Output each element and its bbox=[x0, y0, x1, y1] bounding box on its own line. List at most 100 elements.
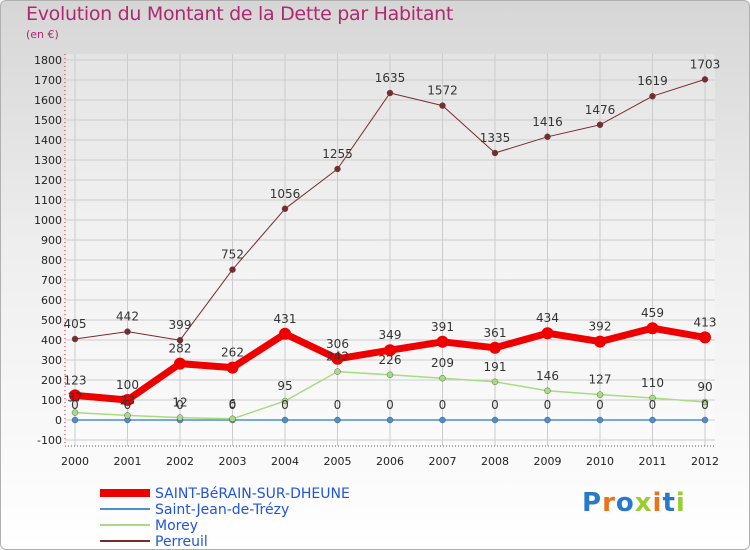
data-label: 399 bbox=[169, 318, 192, 332]
data-point bbox=[229, 266, 236, 273]
y-tick-label: 1100 bbox=[34, 194, 62, 207]
x-tick-label: 2006 bbox=[376, 455, 404, 468]
y-tick-label: 1300 bbox=[34, 154, 62, 167]
data-label: 0 bbox=[124, 398, 132, 412]
data-label: 392 bbox=[589, 320, 612, 334]
data-point bbox=[281, 397, 289, 405]
data-point bbox=[594, 335, 606, 348]
data-label: 0 bbox=[176, 398, 184, 412]
data-point bbox=[439, 375, 446, 382]
data-label: 90 bbox=[697, 380, 712, 394]
data-label: 1255 bbox=[322, 147, 353, 161]
x-tick-label: 2003 bbox=[219, 455, 247, 468]
data-point bbox=[544, 133, 551, 141]
data-label: 1476 bbox=[585, 103, 616, 117]
data-label: 752 bbox=[221, 248, 244, 262]
data-point bbox=[176, 414, 184, 421]
data-point bbox=[279, 327, 291, 340]
data-label: 361 bbox=[484, 326, 507, 340]
x-tick-label: 2002 bbox=[166, 455, 194, 468]
data-label: 12 bbox=[172, 396, 187, 410]
data-label: 0 bbox=[491, 398, 499, 412]
data-label: 0 bbox=[386, 398, 394, 412]
y-tick-label: 0 bbox=[55, 414, 62, 427]
data-label: 1619 bbox=[637, 74, 668, 88]
data-point bbox=[71, 409, 79, 416]
data-point bbox=[436, 335, 449, 348]
data-label: 127 bbox=[589, 373, 612, 387]
y-tick-label: 1500 bbox=[34, 114, 62, 127]
data-label: 146 bbox=[536, 369, 559, 383]
data-label: 282 bbox=[169, 342, 192, 356]
x-tick-label: 2005 bbox=[324, 455, 352, 468]
chart-title: Evolution du Montant de la Dette par Hab… bbox=[26, 3, 454, 25]
data-label: 23 bbox=[120, 393, 135, 407]
data-point bbox=[281, 416, 289, 424]
data-label: 1056 bbox=[270, 187, 301, 201]
legend-label: Saint-Jean-de-Trézy bbox=[155, 502, 289, 518]
data-label: 1572 bbox=[427, 84, 458, 98]
y-tick-label: 1600 bbox=[34, 94, 62, 107]
logo-letter: t bbox=[662, 488, 676, 518]
data-label: 262 bbox=[221, 346, 244, 360]
proxiti-logo: Proxiti bbox=[582, 488, 686, 518]
data-point bbox=[649, 92, 656, 100]
x-tick-label: 2009 bbox=[534, 455, 562, 468]
data-label: 1703 bbox=[690, 57, 721, 71]
x-tick-label: 2004 bbox=[271, 455, 299, 468]
data-point bbox=[386, 371, 394, 378]
data-label: 123 bbox=[64, 373, 87, 387]
data-point bbox=[489, 341, 501, 354]
logo-letter: P bbox=[582, 488, 603, 518]
data-point bbox=[71, 416, 79, 424]
x-tick-label: 2000 bbox=[61, 455, 89, 468]
data-label: 0 bbox=[701, 398, 709, 412]
logo-letter: i bbox=[652, 488, 663, 518]
data-point bbox=[226, 361, 239, 374]
data-point bbox=[124, 328, 131, 335]
data-point bbox=[386, 416, 394, 424]
data-label: 0 bbox=[281, 398, 289, 412]
data-label: 242 bbox=[326, 350, 349, 364]
data-label: 431 bbox=[274, 312, 297, 326]
data-point bbox=[701, 416, 709, 424]
legend-label: SAINT-BéRAIN-SUR-DHEUNE bbox=[155, 486, 350, 502]
y-tick-label: 600 bbox=[41, 294, 62, 307]
y-tick-label: 900 bbox=[41, 234, 62, 247]
x-tick-label: 2001 bbox=[114, 455, 142, 468]
data-point bbox=[596, 391, 604, 398]
y-tick-label: 400 bbox=[41, 334, 62, 347]
data-label: 0 bbox=[649, 398, 657, 412]
data-label: 110 bbox=[641, 376, 664, 390]
data-label: 209 bbox=[431, 356, 454, 370]
y-tick-label: 1400 bbox=[34, 134, 62, 147]
data-point bbox=[384, 344, 396, 357]
y-tick-label: 300 bbox=[41, 354, 62, 367]
data-label: 434 bbox=[536, 311, 559, 325]
legend-label: Morey bbox=[155, 518, 198, 534]
data-point bbox=[491, 416, 499, 424]
data-label: 0 bbox=[71, 398, 79, 412]
data-point bbox=[334, 368, 341, 375]
data-point bbox=[544, 416, 551, 424]
y-tick-label: 800 bbox=[41, 254, 62, 267]
data-label: 391 bbox=[431, 320, 454, 334]
data-label: 95 bbox=[277, 379, 292, 393]
data-point bbox=[124, 412, 131, 419]
y-tick-label: 1800 bbox=[34, 54, 62, 67]
y-tick-label: 100 bbox=[41, 394, 62, 407]
data-label: 1635 bbox=[375, 71, 406, 85]
chart-subtitle: (en €) bbox=[26, 28, 59, 41]
legend-label: Perreuil bbox=[155, 534, 208, 550]
x-tick-label: 2011 bbox=[639, 455, 667, 468]
data-point bbox=[649, 394, 656, 402]
data-point bbox=[544, 387, 551, 394]
data-label: 1335 bbox=[480, 131, 511, 145]
data-label: 405 bbox=[64, 317, 87, 331]
data-point bbox=[541, 327, 554, 340]
data-point bbox=[386, 89, 394, 97]
y-tick-label: 200 bbox=[41, 374, 62, 387]
logo-letter: r bbox=[602, 488, 616, 518]
